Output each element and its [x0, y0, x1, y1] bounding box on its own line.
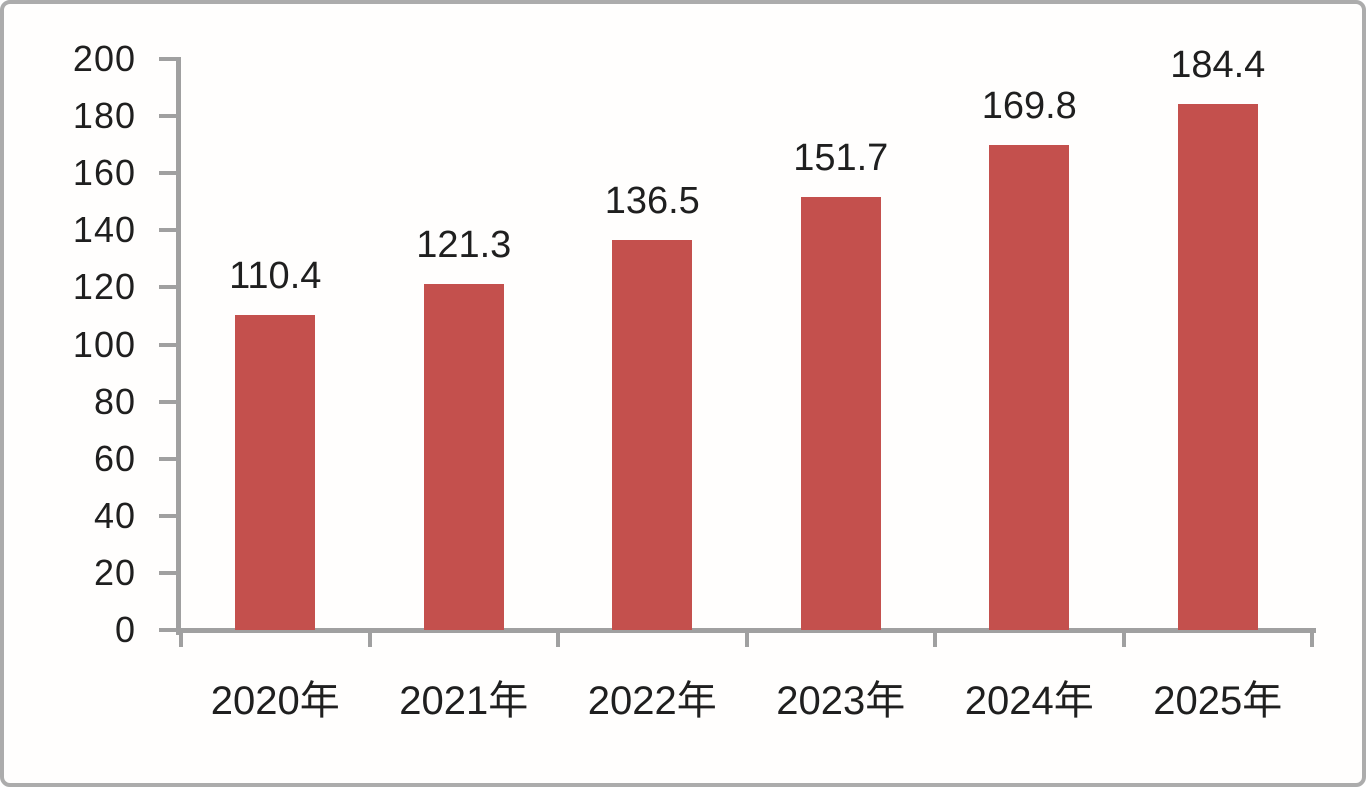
y-axis-tick-label: 20 [93, 551, 136, 593]
bar-value-label: 151.7 [793, 136, 889, 179]
bar-chart-plot-area: 0 20 40 60 80 100 120 140 160 180 200 110.4 2020年 121… [4, 4, 1362, 783]
y-tick [159, 456, 176, 461]
x-axis-category-label: 2025年 [1153, 679, 1283, 723]
bar [235, 314, 316, 630]
y-tick [159, 399, 176, 404]
y-axis-tick-label: 40 [93, 494, 136, 536]
x-axis-category-label: 2024年 [964, 679, 1094, 723]
y-axis-tick-label: 140 [72, 209, 136, 251]
y-tick [159, 570, 176, 575]
y-tick [159, 228, 176, 233]
x-tick [933, 630, 937, 647]
y-axis-tick-label: 160 [72, 152, 136, 194]
x-axis-category-label: 2021年 [399, 679, 529, 723]
y-tick [159, 114, 176, 119]
y-tick [159, 285, 176, 290]
x-tick [744, 630, 749, 647]
bar-value-label: 121.3 [416, 223, 512, 266]
y-axis-tick-label: 200 [72, 38, 136, 79]
bar [1177, 103, 1258, 630]
bar-value-label: 110.4 [229, 254, 322, 297]
x-tick [1121, 630, 1126, 647]
x-axis-category-label: 2020年 [210, 679, 340, 723]
y-tick [159, 342, 176, 347]
bar [612, 240, 693, 630]
x-tick [556, 630, 560, 647]
y-axis-tick-label: 180 [72, 95, 136, 137]
y-axis-tick-label: 80 [93, 380, 136, 422]
y-tick [159, 628, 176, 632]
bar [989, 145, 1070, 630]
bar-value-label: 136.5 [604, 180, 700, 223]
bar [800, 196, 881, 630]
y-tick [159, 57, 176, 61]
x-tick [367, 630, 372, 647]
y-axis-line [176, 57, 181, 635]
bar-value-label: 169.8 [981, 85, 1077, 128]
y-tick [159, 513, 176, 518]
y-axis-tick-label: 100 [72, 323, 136, 365]
y-tick [159, 171, 176, 176]
y-axis-tick-label: 60 [93, 437, 136, 479]
x-axis-category-label: 2022年 [587, 679, 717, 723]
bar [423, 283, 504, 630]
y-axis-tick-label: 120 [72, 266, 136, 308]
x-axis-category-label: 2023年 [776, 679, 906, 723]
x-tick [179, 630, 183, 647]
x-tick [1310, 630, 1314, 647]
bar-value-label: 184.4 [1170, 43, 1266, 86]
y-axis-tick-label: 0 [114, 609, 136, 650]
